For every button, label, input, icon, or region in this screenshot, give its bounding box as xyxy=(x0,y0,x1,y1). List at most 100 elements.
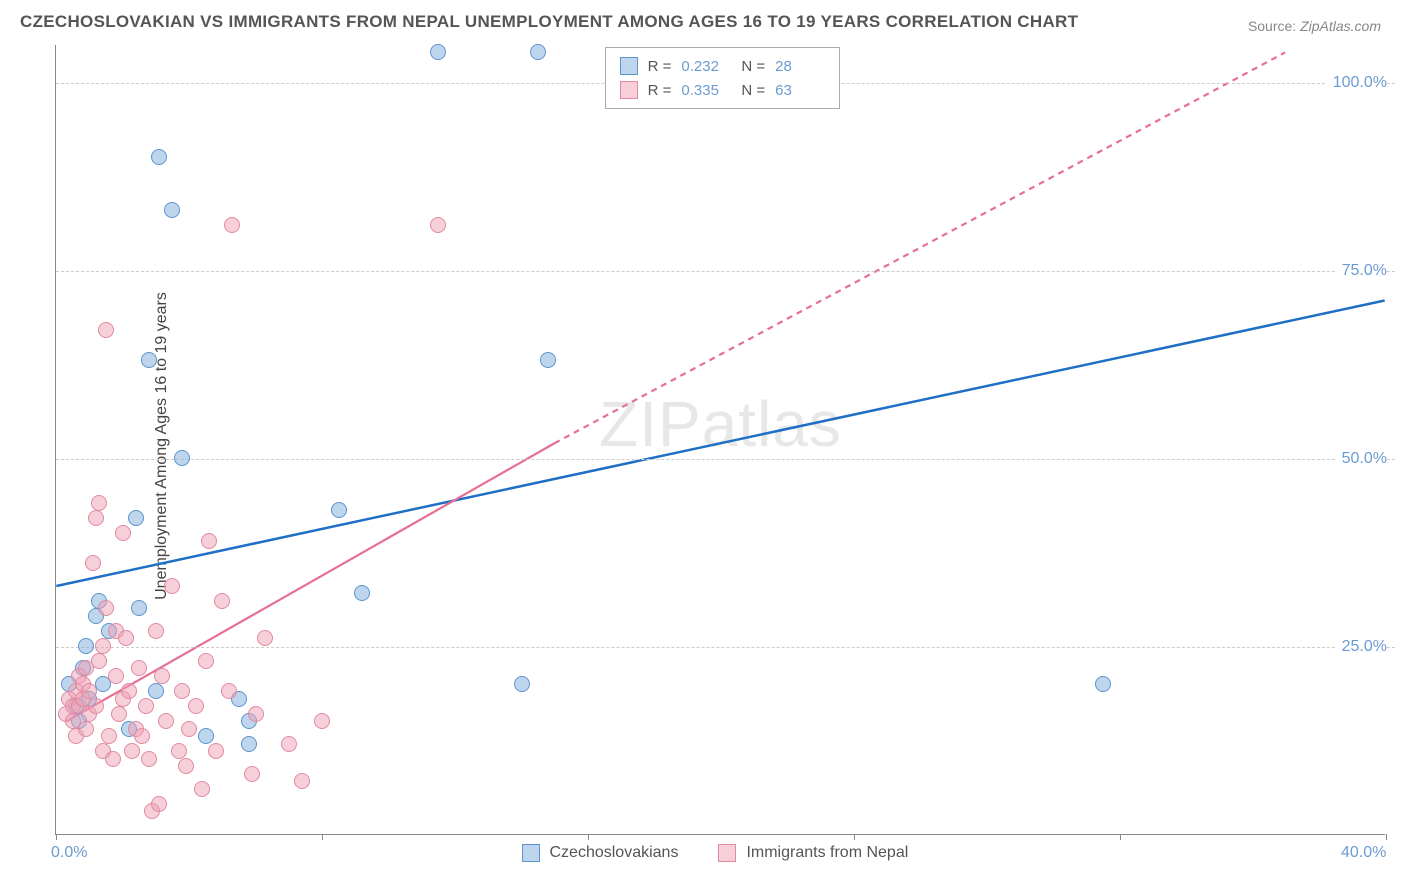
legend-item: Czechoslovakians xyxy=(522,844,679,862)
trend-line xyxy=(56,300,1384,586)
data-point xyxy=(331,502,347,518)
n-value: 28 xyxy=(775,58,825,75)
x-tick xyxy=(588,834,589,840)
r-value: 0.232 xyxy=(681,58,731,75)
n-equals-label: N = xyxy=(741,58,765,75)
data-point xyxy=(174,683,190,699)
data-point xyxy=(194,781,210,797)
data-point xyxy=(241,736,257,752)
data-point xyxy=(164,578,180,594)
grid-line xyxy=(56,459,1395,460)
trend-line xyxy=(554,53,1285,444)
data-point xyxy=(248,706,264,722)
data-point xyxy=(121,683,137,699)
data-point xyxy=(540,352,556,368)
data-point xyxy=(430,44,446,60)
y-tick-label: 75.0% xyxy=(1336,262,1387,280)
data-point xyxy=(105,751,121,767)
data-point xyxy=(148,623,164,639)
x-tick-label: 40.0% xyxy=(1341,844,1386,862)
data-point xyxy=(198,728,214,744)
data-point xyxy=(294,773,310,789)
x-tick xyxy=(322,834,323,840)
scatter-plot-area: ZIPatlas 25.0%50.0%75.0%100.0%0.0%40.0%R… xyxy=(55,45,1385,835)
series-legend: Czechoslovakians Immigrants from Nepal xyxy=(522,844,909,862)
x-tick xyxy=(854,834,855,840)
grid-line xyxy=(56,271,1395,272)
data-point xyxy=(178,758,194,774)
source-citation: Source: ZipAtlas.com xyxy=(1248,18,1381,34)
data-point xyxy=(101,728,117,744)
data-point xyxy=(151,149,167,165)
data-point xyxy=(81,683,97,699)
data-point xyxy=(111,706,127,722)
data-point xyxy=(530,44,546,60)
data-point xyxy=(314,713,330,729)
data-point xyxy=(108,668,124,684)
data-point xyxy=(181,721,197,737)
y-tick-label: 50.0% xyxy=(1336,450,1387,468)
data-point xyxy=(244,766,260,782)
r-equals-label: R = xyxy=(648,82,672,99)
n-equals-label: N = xyxy=(741,82,765,99)
r-equals-label: R = xyxy=(648,58,672,75)
data-point xyxy=(131,660,147,676)
legend-item: Immigrants from Nepal xyxy=(718,844,908,862)
data-point xyxy=(514,676,530,692)
legend-swatch xyxy=(620,81,638,99)
data-point xyxy=(141,352,157,368)
data-point xyxy=(134,728,150,744)
data-point xyxy=(78,638,94,654)
chart-title: CZECHOSLOVAKIAN VS IMMIGRANTS FROM NEPAL… xyxy=(20,12,1078,32)
data-point xyxy=(164,202,180,218)
data-point xyxy=(354,585,370,601)
trend-line xyxy=(66,443,554,721)
y-tick-label: 25.0% xyxy=(1336,638,1387,656)
data-point xyxy=(95,638,111,654)
data-point xyxy=(208,743,224,759)
data-point xyxy=(88,698,104,714)
data-point xyxy=(131,600,147,616)
data-point xyxy=(158,713,174,729)
n-value: 63 xyxy=(775,82,825,99)
x-tick xyxy=(56,834,57,840)
legend-swatch xyxy=(718,844,736,862)
data-point xyxy=(281,736,297,752)
source-label: Source: xyxy=(1248,18,1296,34)
x-tick xyxy=(1120,834,1121,840)
legend-label: Czechoslovakians xyxy=(550,844,679,862)
data-point xyxy=(78,721,94,737)
legend-row: R = 0.232 N = 28 xyxy=(620,54,826,78)
data-point xyxy=(257,630,273,646)
data-point xyxy=(85,555,101,571)
data-point xyxy=(201,533,217,549)
data-point xyxy=(138,698,154,714)
data-point xyxy=(98,600,114,616)
data-point xyxy=(188,698,204,714)
data-point xyxy=(221,683,237,699)
legend-row: R = 0.335 N = 63 xyxy=(620,78,826,102)
data-point xyxy=(171,743,187,759)
y-tick-label: 100.0% xyxy=(1327,74,1387,92)
data-point xyxy=(91,495,107,511)
legend-swatch xyxy=(522,844,540,862)
data-point xyxy=(174,450,190,466)
data-point xyxy=(128,510,144,526)
data-point xyxy=(124,743,140,759)
r-value: 0.335 xyxy=(681,82,731,99)
data-point xyxy=(151,796,167,812)
data-point xyxy=(214,593,230,609)
x-tick-label: 0.0% xyxy=(51,844,87,862)
data-point xyxy=(1095,676,1111,692)
x-tick xyxy=(1386,834,1387,840)
source-value: ZipAtlas.com xyxy=(1300,18,1381,34)
data-point xyxy=(224,217,240,233)
watermark: ZIPatlas xyxy=(599,387,842,461)
data-point xyxy=(98,322,114,338)
data-point xyxy=(118,630,134,646)
data-point xyxy=(115,525,131,541)
data-point xyxy=(141,751,157,767)
data-point xyxy=(88,510,104,526)
data-point xyxy=(91,653,107,669)
data-point xyxy=(154,668,170,684)
